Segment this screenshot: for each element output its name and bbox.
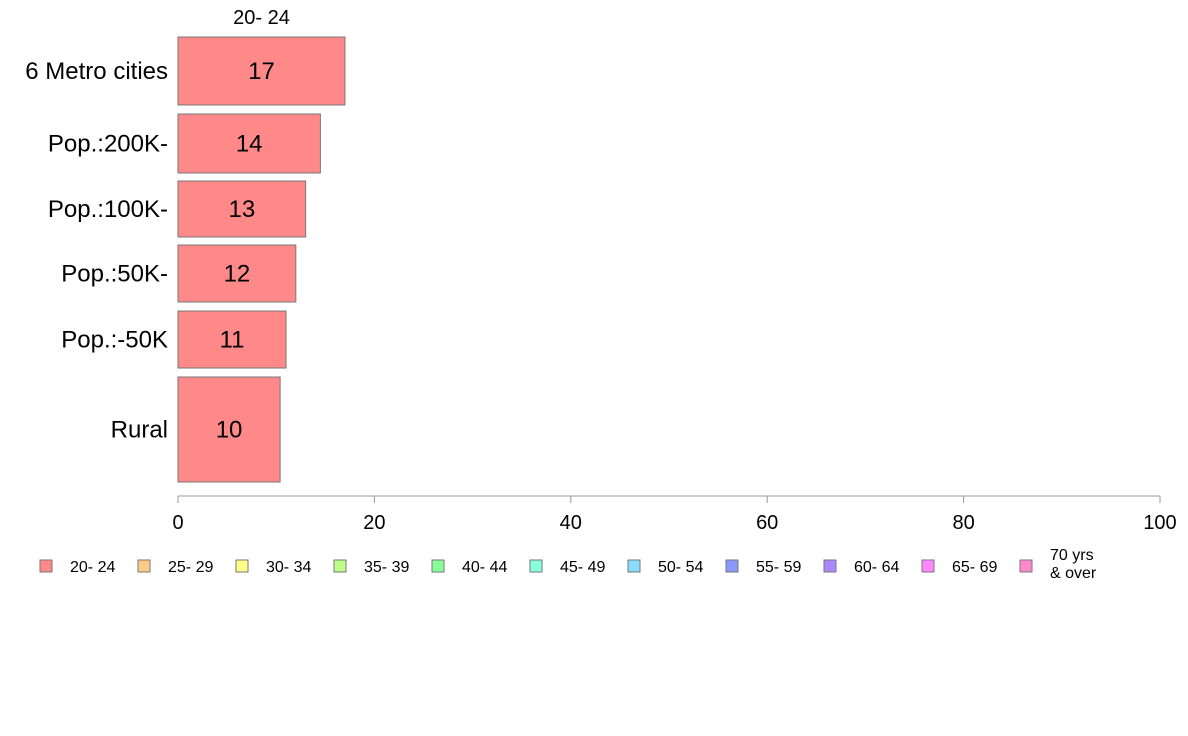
bar-value-label: 17 [248, 58, 275, 85]
legend-label: 25- 29 [168, 559, 213, 576]
x-tick-label: 60 [756, 512, 778, 534]
legend-swatch [235, 559, 249, 573]
legend-label: 45- 49 [560, 559, 605, 576]
legend-swatch [921, 559, 935, 573]
category-label: 6 Metro cities [25, 58, 168, 85]
bar-2-0 [177, 180, 307, 238]
x-tick-label: 100 [1143, 512, 1176, 534]
bar-value-label: 13 [228, 196, 255, 223]
bar-4-0 [177, 310, 287, 369]
x-axis: 0 20 40 60 80 100 [172, 495, 1177, 534]
category-label: Rural [111, 417, 168, 444]
legend-swatch [39, 559, 53, 573]
category-label: Pop.:100K- [48, 196, 168, 223]
legend-swatch [823, 559, 837, 573]
category-label: Pop.:200K- [48, 131, 168, 158]
bar-1-0 [177, 113, 321, 174]
bar-value-label: 10 [216, 417, 243, 444]
legend-label: 40- 44 [462, 559, 507, 576]
category-label: Pop.:50K- [61, 261, 168, 288]
x-tick-label: 80 [952, 512, 974, 534]
legend-label: 70 yrs & over [1050, 547, 1097, 582]
legend-swatch [137, 559, 151, 573]
legend-label: 65- 69 [952, 559, 997, 576]
legend-swatch [725, 559, 739, 573]
bars-layer: 17 14 13 12 11 10 [177, 36, 346, 483]
series-title-above: 20- 24 [233, 7, 290, 29]
legend-swatch [333, 559, 347, 573]
legend-swatch [1019, 559, 1033, 573]
legend-label: 55- 59 [756, 559, 801, 576]
legend-label: 35- 39 [364, 559, 409, 576]
category-label: Pop.:-50K [61, 327, 168, 354]
legend-label: 30- 34 [266, 559, 311, 576]
x-tick-label: 20 [363, 512, 385, 534]
bar-value-label: 11 [220, 327, 245, 354]
category-labels: 6 Metro cities Pop.:200K- Pop.:100K- Pop.:5… [25, 58, 168, 444]
legend-label: 50- 54 [658, 559, 703, 576]
legend-swatch [627, 559, 641, 573]
x-tick-label: 40 [560, 512, 582, 534]
series-titles: 20- 24 [233, 7, 290, 29]
bar-0-0 [177, 36, 346, 106]
legend: 20- 24 25- 29 30- 34 35- 39 40- 44 45- 49 50- … [39, 547, 1097, 582]
bar-3-0 [177, 244, 297, 303]
legend-label: 20- 24 [70, 559, 115, 576]
bar-value-label: 12 [224, 261, 251, 288]
legend-swatch [529, 559, 543, 573]
bar-value-label: 14 [236, 131, 263, 158]
bar-5-0 [177, 376, 281, 483]
legend-swatch [431, 559, 445, 573]
legend-label: 60- 64 [854, 559, 899, 576]
x-tick-label: 0 [172, 512, 183, 534]
